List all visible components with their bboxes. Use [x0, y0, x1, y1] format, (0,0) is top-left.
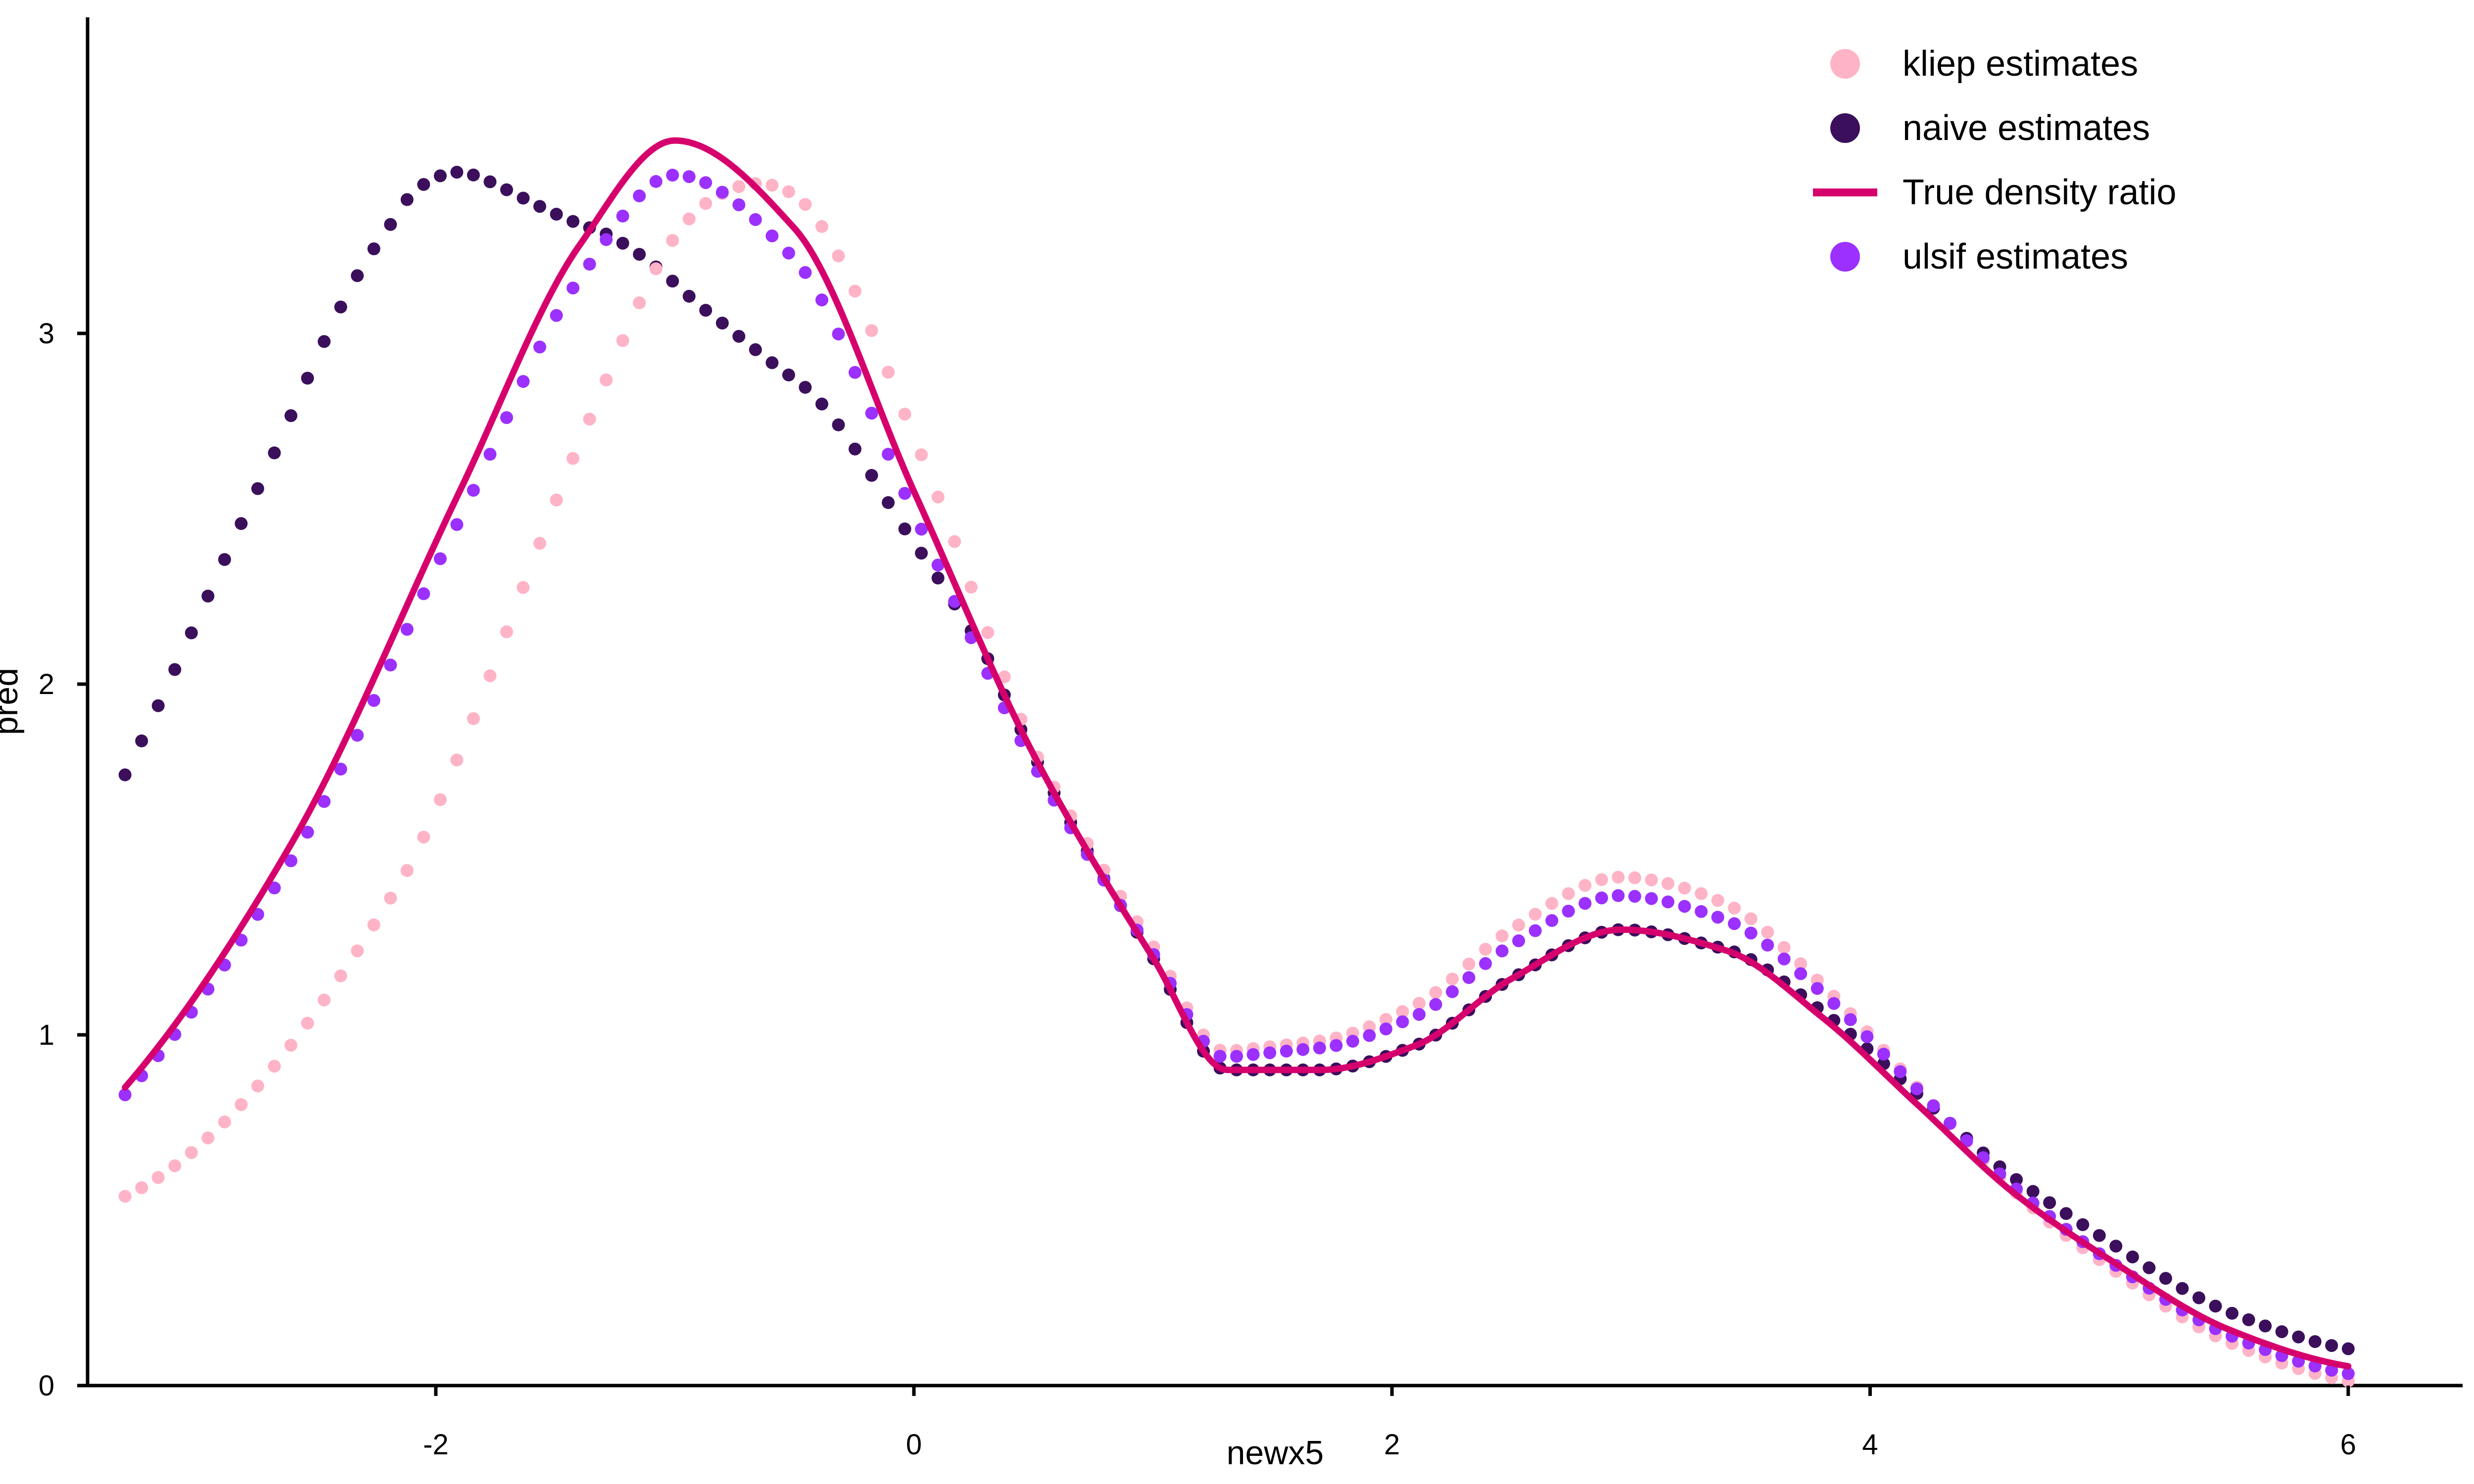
svg-text:kliep estimates: kliep estimates [1903, 44, 2138, 84]
svg-text:4: 4 [1862, 1429, 1878, 1461]
svg-text:newx5: newx5 [1227, 1434, 1324, 1472]
svg-text:6: 6 [2340, 1429, 2356, 1461]
svg-text:ulsif estimates: ulsif estimates [1903, 237, 2128, 277]
svg-text:2: 2 [1384, 1429, 1400, 1461]
svg-text:-2: -2 [423, 1429, 449, 1461]
svg-text:0: 0 [39, 1370, 54, 1402]
svg-text:1: 1 [39, 1019, 54, 1051]
svg-text:3: 3 [39, 318, 54, 350]
svg-text:2: 2 [39, 668, 54, 700]
svg-text:naive estimates: naive estimates [1903, 108, 2150, 148]
svg-text:True density ratio: True density ratio [1903, 173, 2177, 212]
svg-text:pred: pred [0, 668, 25, 735]
svg-text:0: 0 [906, 1429, 922, 1461]
